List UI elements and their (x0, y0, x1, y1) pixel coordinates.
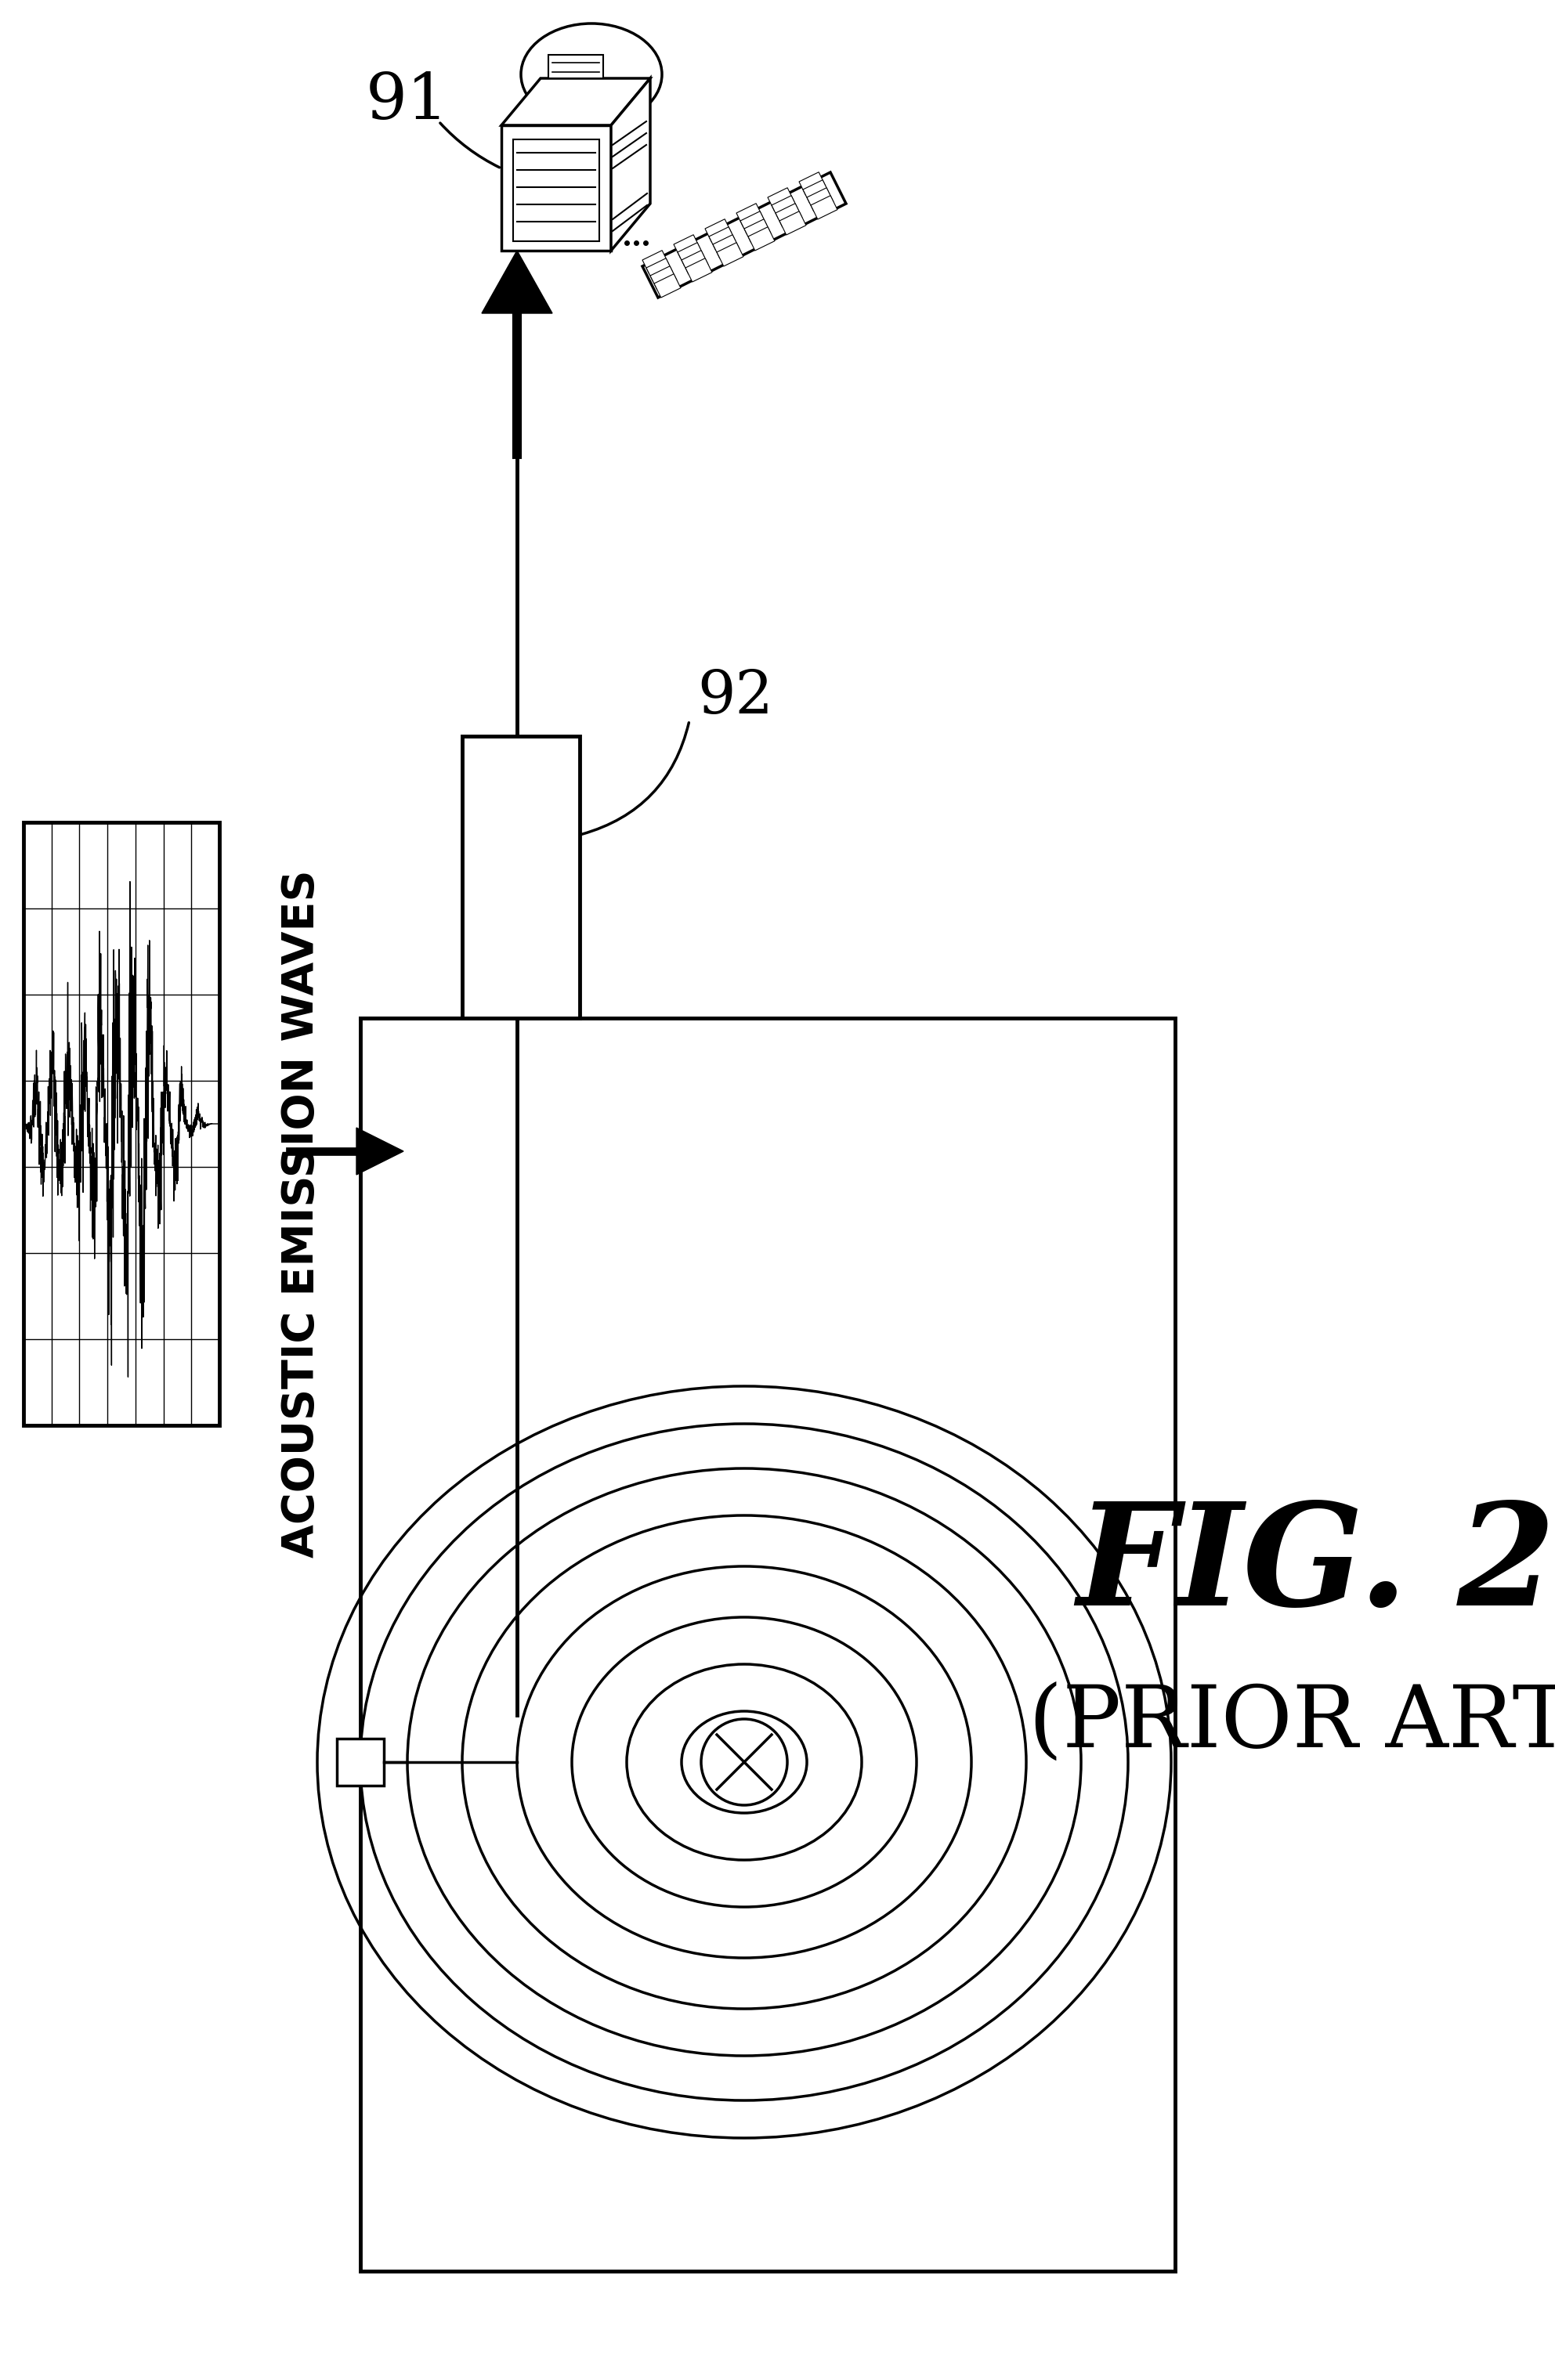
Bar (717, 243, 743, 267)
Bar (23, 823, 219, 1426)
Bar (745, 219, 771, 243)
Bar (642, 250, 669, 274)
Circle shape (701, 1718, 787, 1804)
Bar (810, 195, 838, 219)
Bar (647, 257, 673, 281)
Bar (655, 274, 681, 298)
Bar (737, 202, 764, 226)
Bar (768, 188, 795, 212)
Bar (361, 1019, 1176, 2271)
Polygon shape (356, 1128, 403, 1176)
Bar (681, 250, 708, 274)
Bar (709, 226, 736, 250)
Bar (462, 735, 580, 1019)
Polygon shape (482, 250, 552, 314)
Polygon shape (549, 55, 603, 79)
Bar (748, 226, 774, 250)
Polygon shape (642, 171, 846, 298)
Bar (807, 188, 833, 212)
Ellipse shape (521, 24, 662, 126)
Bar (771, 195, 798, 219)
Polygon shape (513, 140, 599, 240)
Text: 91: 91 (365, 71, 449, 133)
Bar (740, 212, 767, 236)
Bar (799, 171, 826, 195)
Bar (686, 257, 712, 281)
Text: ACOUSTIC EMISSION WAVES: ACOUSTIC EMISSION WAVES (280, 869, 323, 1559)
Polygon shape (501, 126, 611, 250)
Text: (PRIOR ART): (PRIOR ART) (1028, 1680, 1555, 1766)
Bar (673, 236, 700, 259)
Polygon shape (611, 79, 650, 250)
Bar (337, 1740, 384, 1785)
Bar (776, 202, 802, 226)
Bar (712, 236, 740, 259)
Bar (779, 212, 805, 236)
Bar (802, 181, 829, 205)
Bar (650, 267, 676, 290)
Bar (678, 243, 704, 267)
Bar (704, 219, 731, 243)
Text: FIG. 2: FIG. 2 (1076, 1497, 1555, 1635)
Polygon shape (501, 79, 650, 126)
Text: 92: 92 (697, 669, 773, 726)
